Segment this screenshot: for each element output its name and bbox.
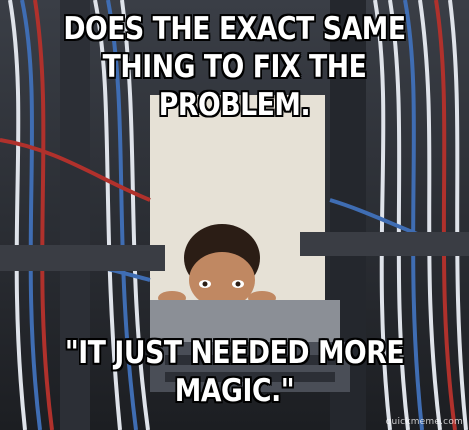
right-cable-bundle — [329, 0, 469, 430]
left-rack-post — [60, 0, 90, 430]
rack-shelf-left — [0, 245, 165, 271]
watermark: quickmeme.com — [385, 417, 463, 427]
rack-shelf-right — [300, 232, 469, 256]
top-caption: DOES THE EXACT SAME THING TO FIX THE PRO… — [63, 11, 406, 123]
bottom-caption: "IT JUST NEEDED MORE MAGIC." — [64, 335, 405, 409]
network-equipment — [150, 300, 350, 392]
technician — [158, 224, 276, 308]
